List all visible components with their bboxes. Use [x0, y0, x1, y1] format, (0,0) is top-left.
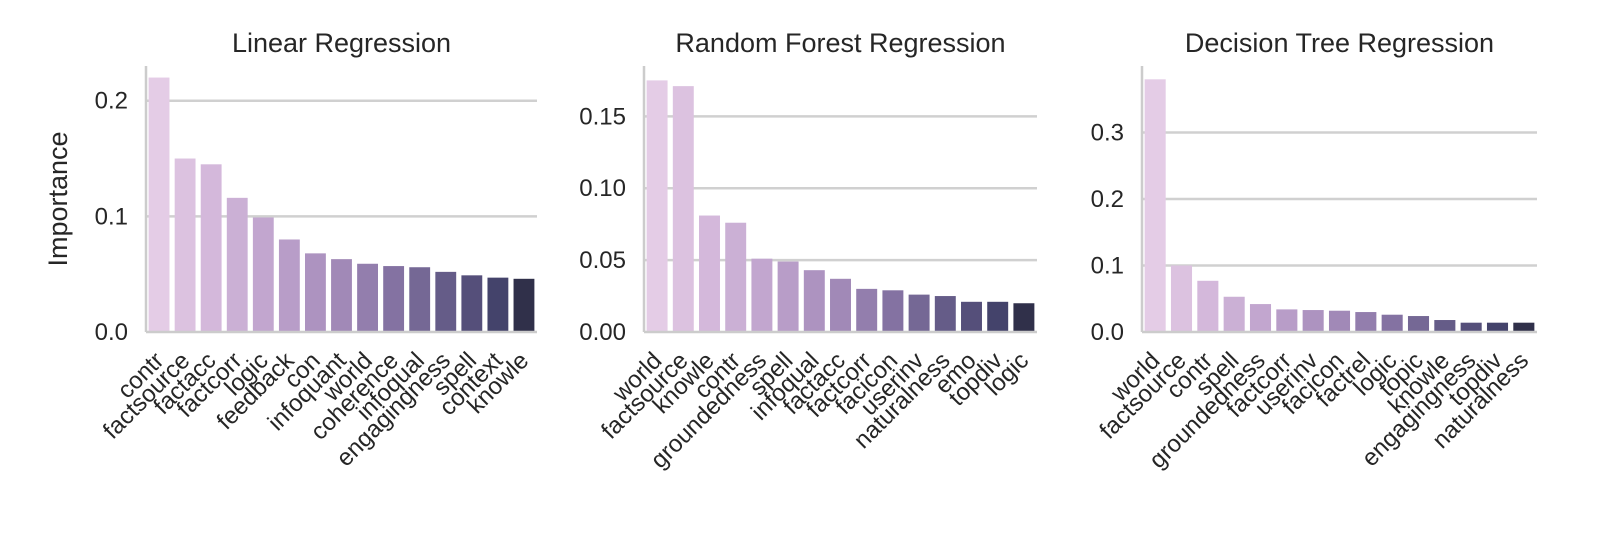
bar — [252, 217, 274, 332]
panel-decision-tree-regression: Decision Tree Regression 0.00.10.20.3wor… — [1091, 28, 1537, 474]
bar — [961, 301, 982, 332]
bar — [934, 296, 956, 332]
bar — [226, 197, 248, 332]
bar — [1170, 265, 1193, 332]
bar — [1407, 316, 1430, 332]
bar — [1328, 310, 1351, 332]
bar — [1276, 309, 1298, 332]
bar — [461, 275, 483, 332]
bar — [513, 278, 535, 332]
bar — [987, 301, 1009, 332]
bar — [1434, 320, 1456, 332]
bar — [856, 288, 878, 332]
bar — [699, 215, 720, 332]
bar — [200, 164, 222, 332]
bar — [882, 290, 904, 332]
bar — [305, 253, 326, 332]
bar — [830, 278, 851, 332]
y-tick-label: 0.0 — [1091, 319, 1124, 346]
bar — [148, 77, 170, 332]
y-tick-label: 0.05 — [579, 247, 626, 274]
y-tick-label: 0.00 — [579, 319, 626, 346]
bar — [1249, 304, 1272, 332]
bar — [1513, 322, 1535, 332]
chart-title: Decision Tree Regression — [1185, 28, 1494, 58]
bar — [777, 261, 799, 332]
bar — [331, 259, 352, 332]
y-tick-label: 0.15 — [579, 103, 626, 130]
y-tick-label: 0.0 — [95, 319, 128, 346]
bar — [1355, 312, 1377, 332]
bar — [435, 271, 457, 332]
bar — [1197, 280, 1219, 332]
y-axis-label: Importance — [43, 131, 73, 266]
bar — [174, 158, 196, 332]
bar — [1223, 296, 1245, 332]
bar — [1460, 322, 1482, 332]
bar — [1144, 79, 1166, 332]
bar — [908, 294, 930, 332]
bar — [672, 86, 694, 332]
bar — [1302, 310, 1324, 332]
panel-random-forest-regression: Random Forest Regression 0.00 0.05 0.10 0.1… — [579, 28, 1037, 474]
bar — [357, 263, 378, 332]
bar — [409, 267, 431, 332]
y-tick-label: 0.2 — [1091, 186, 1124, 213]
bar — [383, 266, 405, 332]
bar — [1381, 314, 1403, 332]
bar — [751, 258, 773, 332]
bar — [646, 80, 668, 332]
bar — [1013, 303, 1035, 332]
y-tick-label: 0.1 — [95, 203, 128, 230]
y-tick-label: 0.10 — [579, 175, 626, 202]
chart-title: Linear Regression — [232, 28, 451, 58]
bar — [1486, 322, 1509, 332]
bar — [803, 270, 825, 332]
panel-linear-regression: Linear Regression Importance 0.00.10.2co… — [43, 28, 537, 472]
y-tick-label: 0.3 — [1091, 120, 1124, 147]
y-tick-label: 0.1 — [1091, 253, 1124, 280]
bar — [725, 222, 747, 332]
bar — [278, 239, 300, 332]
y-tick-label: 0.2 — [95, 88, 128, 115]
chart-title: Random Forest Regression — [675, 28, 1005, 58]
bar — [487, 277, 509, 332]
